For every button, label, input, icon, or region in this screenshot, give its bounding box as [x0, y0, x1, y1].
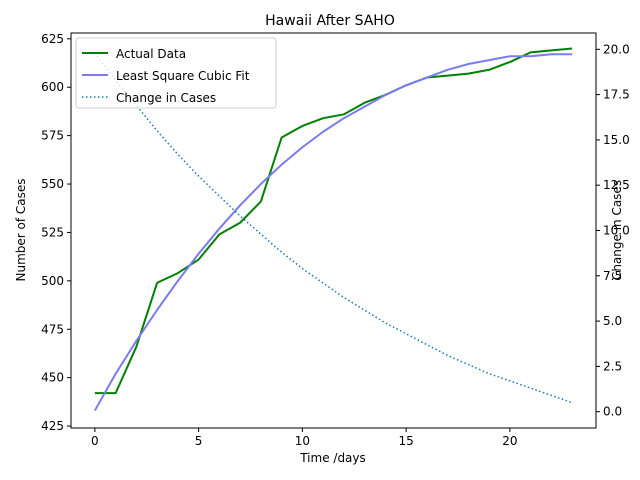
y-axis-right-label: Change in Cases	[610, 180, 624, 280]
legend-box	[75, 37, 277, 109]
y-right-tick-label: 2.5	[603, 359, 622, 373]
series-line-actual-data	[94, 47, 573, 395]
legend-label-fit: Least Square Cubic Fit	[116, 69, 250, 83]
x-axis-label: Time /days	[299, 451, 366, 465]
x-tick-label: 20	[502, 434, 517, 448]
y-left-tick-label: 625	[41, 32, 64, 46]
y-right-tick-label: 0.0	[603, 405, 622, 419]
y-axis-left-label: Number of Cases	[14, 178, 28, 281]
y-left-tick-label: 550	[41, 177, 64, 191]
legend-label-change: Change in Cases	[116, 91, 216, 105]
y-left-tick-label: 500	[41, 274, 64, 288]
y-left-tick-label: 525	[41, 225, 64, 239]
x-axis-ticks: 0 5 10 15 20	[91, 428, 518, 448]
chart-title: Hawaii After SAHO	[265, 13, 395, 29]
y-left-tick-label: 450	[41, 371, 64, 385]
y-left-tick-label: 575	[41, 129, 64, 143]
y-right-tick-label: 10.0	[603, 224, 630, 238]
x-tick-label: 0	[91, 434, 99, 448]
x-tick-label: 15	[398, 434, 413, 448]
y-left-tick-label: 425	[41, 419, 64, 433]
y-right-tick-label: 12.5	[603, 178, 630, 192]
series-line-least-square-cubic-fit	[93, 53, 573, 412]
legend: Actual Data Least Square Cubic Fit Chang…	[75, 37, 277, 109]
y-axis-left-ticks: 425 450 475 500 525 550 575 600 625	[41, 32, 71, 433]
y-right-tick-label: 17.5	[603, 88, 630, 102]
legend-label-actual: Actual Data	[116, 47, 186, 61]
y-right-tick-label: 20.0	[603, 42, 630, 56]
y-right-tick-label: 15.0	[603, 133, 630, 147]
y-right-tick-label: 5.0	[603, 314, 622, 328]
y-axis-right-ticks: 0.0 2.5 5.0 7.5 10.0 12.5 15.0 17.5 20.0	[596, 42, 630, 419]
x-tick-label: 5	[195, 434, 203, 448]
series-layer	[93, 47, 573, 412]
x-tick-label: 10	[295, 434, 310, 448]
y-right-tick-label: 7.5	[603, 269, 622, 283]
y-left-tick-label: 600	[41, 80, 64, 94]
y-left-tick-label: 475	[41, 322, 64, 336]
